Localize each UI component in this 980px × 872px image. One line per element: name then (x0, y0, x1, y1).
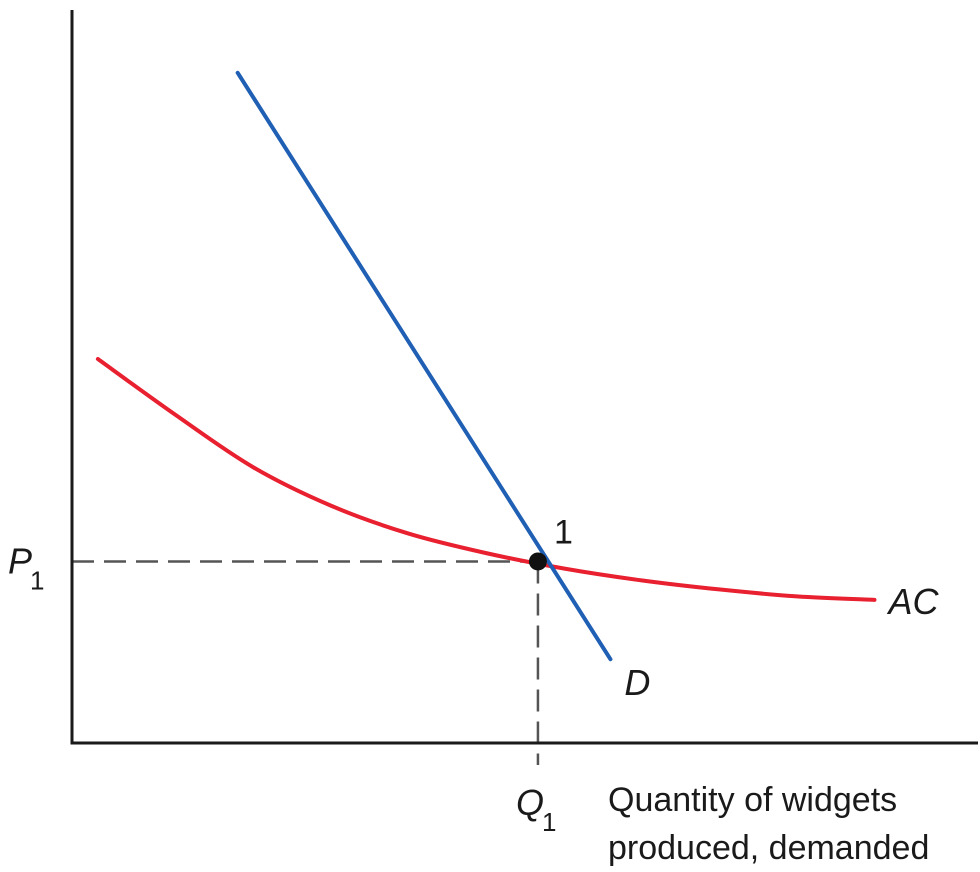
x-axis-title-line-2: produced, demanded (608, 829, 929, 867)
demand-label: D (624, 662, 650, 703)
average-cost-curve (95, 357, 877, 602)
curves (95, 70, 877, 662)
y-tick-label-sub: 1 (30, 565, 44, 595)
x-tick-label-main: Q (516, 782, 544, 823)
y-tick-label-main: P (8, 540, 32, 581)
x-axis-title-line-1: Quantity of widgets (608, 781, 897, 819)
average-cost-label: AC (886, 581, 939, 622)
demand-curve (235, 70, 613, 662)
equilibrium-point (528, 552, 547, 571)
axes (70, 10, 978, 745)
x-tick-label-sub: 1 (542, 807, 556, 837)
guide-lines (72, 560, 540, 765)
point-label: 1 (554, 513, 573, 551)
